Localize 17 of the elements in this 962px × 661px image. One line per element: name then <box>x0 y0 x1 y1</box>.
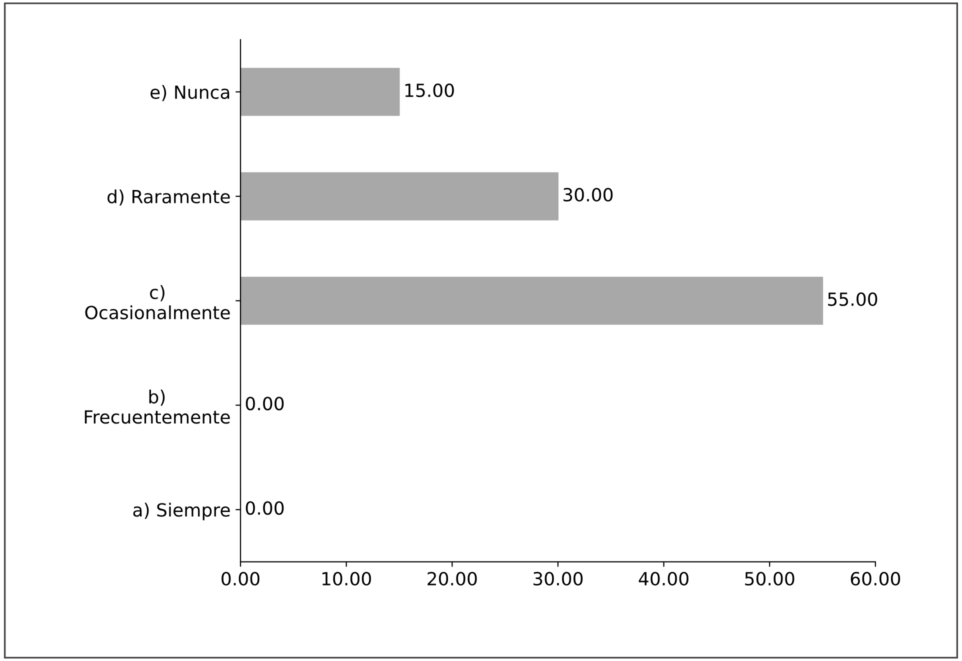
y-tick-label: d) Raramente <box>108 189 230 206</box>
data-label: 30.00 <box>564 188 613 202</box>
x-tick-label: 20.00 <box>428 572 477 586</box>
data-label: 15.00 <box>405 83 454 98</box>
x-tick-label: 50.00 <box>745 572 794 586</box>
data-label: 0.00 <box>246 396 284 410</box>
data-label: 0.00 <box>246 501 284 515</box>
y-tick-label: a) Siempre <box>133 502 230 520</box>
x-tick-label: 30.00 <box>533 572 583 586</box>
y-tick-label: b) Frecuentemente <box>84 390 230 424</box>
y-tick-label: e) Nunca <box>150 85 230 102</box>
data-label: 55.00 <box>828 292 878 306</box>
y-tick-label: c) Ocasionalmente <box>85 285 230 320</box>
x-tick-label: 60.00 <box>850 572 900 586</box>
x-tick-label: 40.00 <box>638 572 688 586</box>
x-tick-label: 10.00 <box>322 572 371 586</box>
x-tick-label: 0.00 <box>222 572 260 586</box>
